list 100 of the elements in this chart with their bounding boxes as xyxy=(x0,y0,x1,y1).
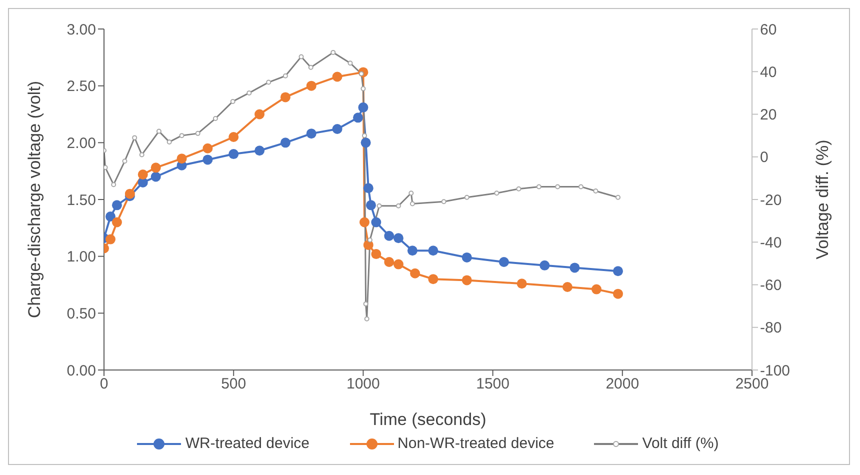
point xyxy=(359,217,370,228)
point xyxy=(112,200,122,210)
point xyxy=(393,233,404,244)
point xyxy=(612,288,623,299)
point xyxy=(364,316,370,322)
point xyxy=(332,72,342,82)
point xyxy=(132,135,138,140)
point xyxy=(612,266,623,276)
point xyxy=(246,90,252,96)
point xyxy=(494,190,500,196)
point xyxy=(578,184,584,190)
point xyxy=(366,200,376,210)
point xyxy=(376,203,382,208)
x-tick-label: 0 xyxy=(100,376,108,393)
point xyxy=(540,260,550,270)
point xyxy=(358,102,368,112)
point xyxy=(254,109,265,120)
y-tick-label: 3.00 xyxy=(66,21,96,38)
y-tick-label: 2.50 xyxy=(66,78,96,96)
point xyxy=(367,237,372,242)
point xyxy=(570,262,580,273)
point xyxy=(464,194,470,200)
point xyxy=(122,158,128,164)
point xyxy=(332,124,342,134)
point xyxy=(330,50,336,55)
y2-tick-label: -40 xyxy=(760,234,782,252)
point xyxy=(195,130,200,136)
point xyxy=(371,249,382,260)
y-tick-label: 1.50 xyxy=(66,192,96,209)
point xyxy=(139,152,144,158)
y-axis-title: Charge-discharge voltage (volt) xyxy=(25,80,44,318)
point xyxy=(212,116,218,122)
point xyxy=(462,275,472,286)
point xyxy=(179,133,184,138)
point xyxy=(516,278,527,289)
point xyxy=(410,268,420,278)
point xyxy=(441,199,446,204)
legend-label: Volt diff (%) xyxy=(641,435,719,452)
point xyxy=(384,230,394,241)
point xyxy=(308,64,314,70)
point xyxy=(393,259,404,270)
y-tick-label: 0.50 xyxy=(66,305,96,322)
point xyxy=(498,257,509,268)
point xyxy=(353,112,364,123)
legend-label: WR-treated device xyxy=(184,435,310,452)
point xyxy=(124,188,135,199)
point xyxy=(396,203,401,208)
y-tick-label: 2.00 xyxy=(66,134,96,152)
point xyxy=(562,282,572,292)
point xyxy=(462,252,472,262)
point xyxy=(266,80,272,85)
point xyxy=(202,143,213,154)
point xyxy=(615,194,620,200)
y2-tick-label: 0 xyxy=(760,149,768,166)
point xyxy=(516,186,522,192)
point xyxy=(363,301,368,306)
point xyxy=(536,184,542,190)
point xyxy=(150,172,161,182)
point xyxy=(362,133,367,138)
point xyxy=(280,138,290,148)
point xyxy=(306,80,316,91)
point xyxy=(156,128,162,134)
point xyxy=(410,201,415,206)
point xyxy=(360,138,371,148)
point xyxy=(282,73,288,78)
point xyxy=(111,182,116,188)
point xyxy=(407,246,418,256)
point xyxy=(348,60,353,66)
y2-tick-label: 60 xyxy=(760,21,777,38)
x-axis-title: Time (seconds) xyxy=(370,410,486,429)
point xyxy=(138,169,148,180)
x-tick-label: 500 xyxy=(221,376,246,393)
point xyxy=(298,54,304,60)
point xyxy=(306,128,316,139)
point xyxy=(384,257,394,268)
point xyxy=(176,154,187,164)
point xyxy=(228,132,239,142)
point xyxy=(408,190,414,196)
point xyxy=(371,217,382,228)
point xyxy=(428,246,438,256)
point xyxy=(280,92,290,102)
point xyxy=(228,149,239,160)
y2-tick-label: -80 xyxy=(760,320,782,337)
y2-tick-label: 40 xyxy=(760,64,777,81)
point xyxy=(591,284,602,294)
y-tick-label: 0.00 xyxy=(66,362,96,380)
point xyxy=(150,162,161,173)
y-tick-label: 1.00 xyxy=(66,248,96,266)
y2-tick-label: -60 xyxy=(760,277,782,294)
x-tick-label: 1500 xyxy=(476,376,510,393)
point xyxy=(254,146,265,156)
point xyxy=(112,217,122,228)
point xyxy=(104,165,108,170)
point xyxy=(105,212,116,222)
point xyxy=(230,98,236,104)
x-tick-label: 2000 xyxy=(606,376,640,393)
point xyxy=(428,274,438,284)
y2-tick-label: -20 xyxy=(760,192,782,209)
point xyxy=(555,184,560,190)
point xyxy=(360,86,366,92)
